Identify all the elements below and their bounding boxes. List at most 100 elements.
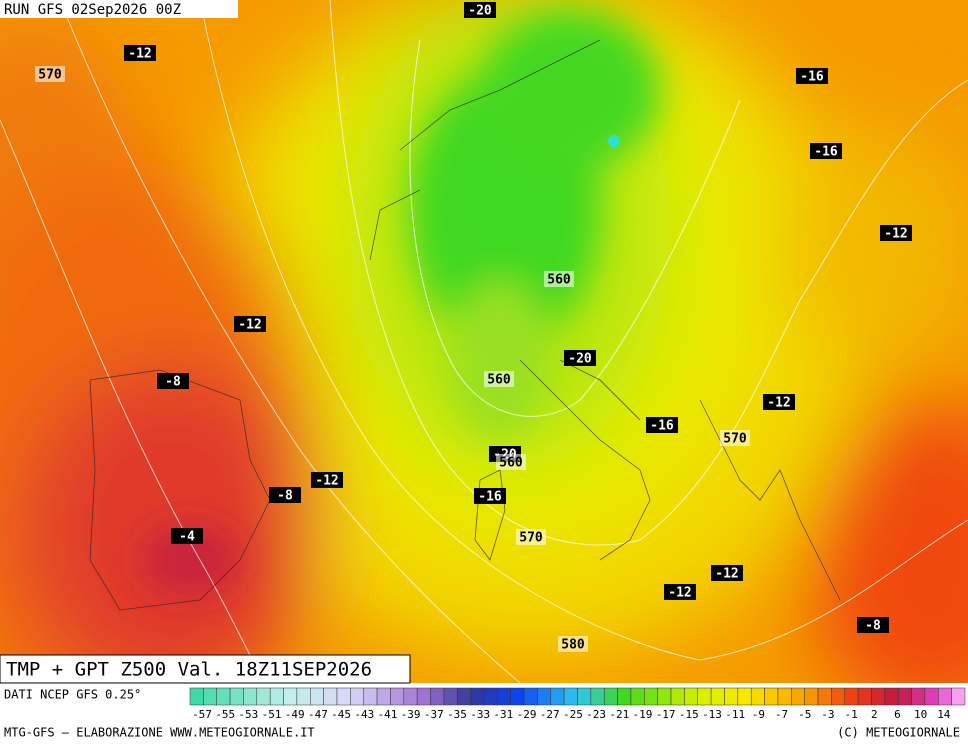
legend-swatch — [791, 687, 805, 706]
temp-label-box — [311, 472, 343, 488]
legend-label: -55 — [215, 708, 235, 721]
gpt-label: 560 — [487, 373, 511, 388]
legend-label: 2 — [871, 708, 878, 721]
legend-label: -35 — [447, 708, 467, 721]
legend-swatch — [256, 687, 271, 706]
source-label: DATI NCEP GFS 0.25° — [4, 688, 141, 702]
legend-swatch — [831, 687, 845, 706]
legend-label: -47 — [308, 708, 328, 721]
legend-swatch — [657, 687, 672, 706]
gpt-label: 580 — [561, 638, 585, 653]
legend-label: -3 — [821, 708, 834, 721]
footer-left: MTG-GFS — ELABORAZIONE WWW.METEOGIORNALE… — [4, 726, 315, 740]
temp-label: -16 — [478, 490, 502, 505]
legend-swatch — [924, 687, 939, 706]
legend-label: -43 — [354, 708, 374, 721]
legend-label: -5 — [798, 708, 811, 721]
temp-label-box — [157, 373, 189, 389]
legend-swatch — [350, 687, 364, 706]
legend-swatch — [871, 687, 886, 706]
footer-right: (C) METEOGIORNALE — [837, 726, 960, 740]
temp-label: -8 — [277, 489, 293, 504]
legend-swatch — [456, 687, 471, 706]
legend-label: -19 — [633, 708, 653, 721]
legend-swatch — [323, 687, 338, 706]
legend-label: -41 — [378, 708, 398, 721]
temp-label: -12 — [128, 47, 151, 62]
legend-label: 10 — [914, 708, 927, 721]
legend-swatch — [430, 687, 445, 706]
legend-label: -31 — [493, 708, 513, 721]
legend-swatch — [403, 687, 418, 706]
cold-spot — [608, 135, 620, 147]
temp-label: -12 — [315, 474, 338, 489]
legend-swatch — [189, 687, 204, 706]
coastlines — [89, 39, 841, 611]
legend-swatch — [577, 687, 592, 706]
temp-label-box — [124, 45, 156, 61]
legend-label: -57 — [192, 708, 212, 721]
legend-label: -1 — [844, 708, 857, 721]
temp-label-box — [763, 394, 795, 410]
legend-label: -23 — [586, 708, 606, 721]
legend-label: -51 — [262, 708, 282, 721]
legend-swatch — [416, 687, 431, 706]
legend-swatch — [590, 687, 605, 706]
legend-swatch — [336, 687, 351, 706]
gpt-label: 570 — [519, 531, 543, 546]
legend-swatch — [376, 687, 391, 706]
temp-label: -16 — [650, 419, 674, 434]
legend-swatch — [684, 687, 699, 706]
temp-label: -12 — [884, 227, 907, 242]
temp-label-box — [664, 584, 696, 600]
gpt-label: 560 — [499, 456, 523, 471]
legend-swatch — [724, 687, 739, 706]
legend-label: -49 — [285, 708, 305, 721]
legend-label: -9 — [752, 708, 765, 721]
legend-swatch — [911, 687, 926, 706]
legend-swatch — [296, 687, 311, 706]
legend-swatch — [510, 687, 525, 706]
temp-label-box — [880, 225, 912, 241]
temp-label: -12 — [668, 586, 691, 601]
legend-label: -15 — [679, 708, 699, 721]
legend-swatch — [951, 687, 966, 706]
temp-label-box — [269, 487, 301, 503]
legend-swatch — [550, 687, 565, 706]
legend-label: -33 — [470, 708, 490, 721]
legend-swatch — [857, 687, 872, 706]
gpt-label-box — [484, 371, 514, 387]
legend-swatch — [310, 687, 324, 706]
gpt-label-box — [558, 636, 588, 652]
legend-label: -7 — [775, 708, 788, 721]
gpt-label: 570 — [723, 432, 747, 447]
run-box — [0, 0, 238, 18]
legend-swatch — [363, 687, 378, 706]
legend-swatch — [670, 687, 685, 706]
legend-swatch — [644, 687, 658, 706]
temp-label: -8 — [165, 375, 181, 390]
legend-label: -29 — [517, 708, 537, 721]
legend-swatch — [203, 687, 217, 706]
legend-swatch — [563, 687, 578, 706]
temp-label: -16 — [814, 145, 838, 160]
legend-swatch — [737, 687, 752, 706]
gpt-label: 570 — [38, 68, 62, 83]
temp-label: -12 — [767, 396, 790, 411]
temp-label-box — [796, 68, 828, 84]
legend-swatch — [269, 687, 284, 706]
legend-swatch — [537, 687, 552, 706]
temp-label: -16 — [800, 70, 824, 85]
temp-label-box — [234, 316, 266, 332]
gpt-label-box — [496, 454, 526, 470]
temp-label-box — [810, 143, 842, 159]
legend-label: 14 — [937, 708, 951, 721]
title-box — [0, 654, 411, 684]
legend-label: 6 — [894, 708, 901, 721]
temp-label: -12 — [238, 318, 261, 333]
temp-label: -12 — [715, 567, 738, 582]
legend-swatch — [804, 687, 819, 706]
legend-swatch — [817, 687, 832, 706]
legend-label: -39 — [401, 708, 421, 721]
legend-label: -27 — [540, 708, 560, 721]
